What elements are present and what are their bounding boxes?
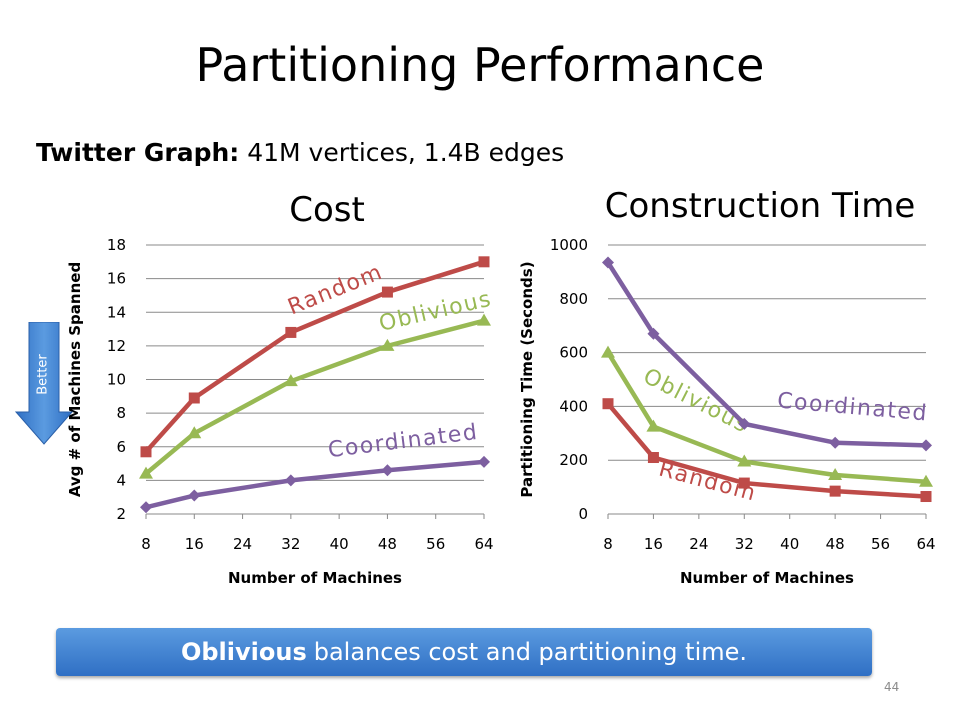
x-tick-label: 32 xyxy=(281,535,300,553)
x-tick-label: 24 xyxy=(233,535,252,553)
x-tick-label: 8 xyxy=(141,535,151,553)
x-tick-label: 40 xyxy=(780,535,799,553)
x-tick-label: 16 xyxy=(185,535,204,553)
subtitle-bold: Twitter Graph: xyxy=(36,138,240,167)
data-point-coordinated xyxy=(920,439,932,452)
y-axis-label: Avg # of Machines Spanned xyxy=(66,262,84,497)
data-point-coordinated xyxy=(478,455,490,468)
x-tick-label: 56 xyxy=(871,535,890,553)
y-tick-label: 10 xyxy=(107,371,126,389)
data-point-random xyxy=(140,446,152,458)
series-label-coordinated: Coordinated xyxy=(776,388,929,426)
data-point-coordinated xyxy=(381,464,394,477)
data-point-oblivious xyxy=(919,474,933,487)
data-point-random xyxy=(188,392,200,404)
slide-title: Partitioning Performance xyxy=(195,38,765,92)
data-point-random xyxy=(381,286,393,298)
slide-number: 44 xyxy=(884,680,900,694)
y-tick-label: 200 xyxy=(559,451,588,469)
data-point-random xyxy=(920,491,932,503)
data-point-random xyxy=(738,477,750,489)
better-label: Better xyxy=(35,353,51,395)
data-point-coordinated xyxy=(188,489,201,502)
y-tick-label: 8 xyxy=(116,404,126,422)
data-point-random xyxy=(829,485,841,497)
y-tick-label: 6 xyxy=(116,438,126,456)
y-tick-label: 18 xyxy=(107,236,126,254)
x-tick-label: 64 xyxy=(916,535,935,553)
better-arrow-icon xyxy=(14,322,74,445)
data-point-random xyxy=(602,398,614,410)
slide-subtitle: Twitter Graph: 41M vertices, 1.4B edges xyxy=(36,138,564,167)
data-point-oblivious xyxy=(283,374,298,387)
data-point-oblivious xyxy=(187,426,202,439)
data-point-oblivious xyxy=(828,467,843,480)
data-point-coordinated xyxy=(284,474,297,487)
x-tick-label: 16 xyxy=(644,535,663,553)
data-point-coordinated xyxy=(829,436,842,449)
x-axis-label: Number of Machines xyxy=(680,569,854,587)
data-point-coordinated xyxy=(602,256,614,269)
y-tick-label: 600 xyxy=(559,344,588,362)
data-point-oblivious xyxy=(601,345,615,358)
data-point-oblivious xyxy=(380,338,395,351)
data-point-coordinated xyxy=(738,417,751,430)
x-axis-label: Number of Machines xyxy=(228,569,402,587)
cost-chart-title: Cost xyxy=(289,190,365,230)
x-tick-label: 24 xyxy=(689,535,708,553)
y-tick-label: 4 xyxy=(116,471,126,489)
y-tick-label: 400 xyxy=(559,397,588,415)
data-point-random xyxy=(478,256,490,268)
x-tick-label: 32 xyxy=(735,535,754,553)
data-point-oblivious xyxy=(139,466,153,479)
banner-rest: balances cost and partitioning time. xyxy=(313,638,748,666)
y-axis-label: Partitioning Time (Seconds) xyxy=(518,261,536,497)
data-point-oblivious xyxy=(737,454,752,467)
time-chart-title: Construction Time xyxy=(604,186,916,226)
data-point-oblivious xyxy=(477,313,491,326)
x-tick-label: 48 xyxy=(826,535,845,553)
data-point-coordinated xyxy=(140,501,152,514)
x-tick-label: 64 xyxy=(474,535,493,553)
y-tick-label: 1000 xyxy=(550,236,588,254)
summary-banner: Oblivious balances cost and partitioning … xyxy=(56,628,872,676)
y-tick-label: 16 xyxy=(107,270,126,288)
x-tick-label: 8 xyxy=(603,535,613,553)
y-tick-label: 14 xyxy=(107,303,126,321)
data-point-coordinated xyxy=(647,327,660,340)
x-tick-label: 48 xyxy=(378,535,397,553)
y-tick-label: 12 xyxy=(107,337,126,355)
data-point-oblivious xyxy=(646,419,661,432)
y-tick-label: 2 xyxy=(116,505,126,523)
data-point-random xyxy=(647,452,659,464)
banner-bold: Oblivious xyxy=(180,638,307,666)
y-tick-label: 0 xyxy=(578,505,588,523)
subtitle-rest: 41M vertices, 1.4B edges xyxy=(239,138,565,167)
x-tick-label: 40 xyxy=(330,535,349,553)
data-point-random xyxy=(285,326,297,338)
x-tick-label: 56 xyxy=(426,535,445,553)
y-tick-label: 800 xyxy=(559,290,588,308)
